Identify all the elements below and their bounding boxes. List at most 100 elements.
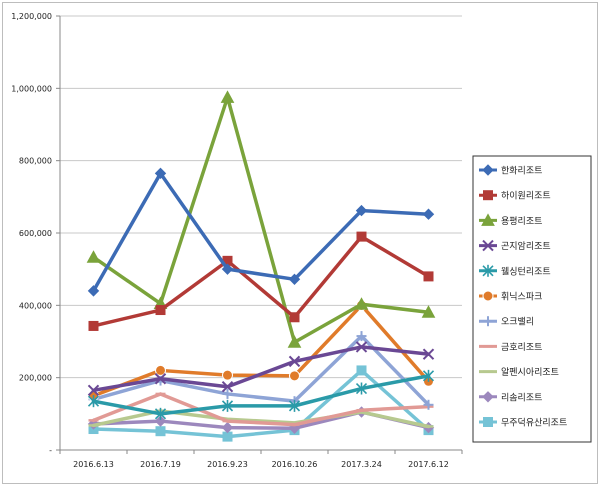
legend-item: 휘닉스파크 <box>479 290 542 303</box>
data-point <box>222 431 233 442</box>
data-point <box>222 369 233 381</box>
legend-label: 알펜시아리조트 <box>501 367 559 378</box>
legend-item: 곤지암리조트 <box>479 239 551 252</box>
legend-marker <box>483 316 493 327</box>
legend-marker <box>483 417 493 427</box>
series-line <box>91 171 431 293</box>
legend-label: 하이원리조트 <box>501 191 551 202</box>
series-line <box>91 234 431 328</box>
legend-item: 웰싱턴리조트 <box>479 264 551 277</box>
data-point <box>288 273 301 286</box>
y-tick-label: - <box>49 446 52 455</box>
data-point <box>421 305 436 318</box>
data-point <box>221 263 234 275</box>
x-tick-label: 2016.10.26 <box>272 460 318 469</box>
series-line <box>91 95 431 344</box>
x-tick-label: 2017.3.24 <box>341 460 382 469</box>
legend-marker <box>482 290 494 302</box>
legend-item: 알펜시아리조트 <box>479 367 559 378</box>
y-tick-label: 600,000 <box>19 229 52 238</box>
data-point <box>356 365 367 376</box>
series-5 <box>87 369 435 420</box>
data-point <box>422 208 435 220</box>
legend-label: 웰싱턴리조트 <box>501 266 551 277</box>
y-tick-label: 200,000 <box>19 374 52 383</box>
legend-marker <box>481 213 495 226</box>
legend: 한화리조트하이원리조트용평리조트곤지암리조트웰싱턴리조트휘닉스파크오크밸리금호리… <box>472 155 592 443</box>
series-line <box>91 392 431 427</box>
data-point <box>221 421 234 434</box>
legend-label: 곤지암리조트 <box>501 240 551 252</box>
legend-marker <box>482 264 494 277</box>
data-point <box>288 399 301 412</box>
legend-marker <box>482 164 494 176</box>
y-tick-label: 800,000 <box>19 157 52 166</box>
data-point <box>154 167 167 180</box>
data-point <box>87 384 100 397</box>
data-point <box>87 395 100 408</box>
legend-marker <box>483 190 493 201</box>
data-point <box>355 382 368 395</box>
legend-item: 용평리조트 <box>479 213 542 227</box>
data-point <box>155 426 166 437</box>
series-3 <box>86 90 436 348</box>
data-point <box>221 381 234 393</box>
axis-layer: - 200,000 400,000 600,000 800,000 1,000,000 1,… <box>11 12 463 469</box>
y-tick-label: 400,000 <box>19 301 52 310</box>
y-tick-label: 1,200,000 <box>11 12 52 21</box>
x-tick-label: 2016.6.13 <box>73 460 114 469</box>
data-point <box>289 312 300 323</box>
data-point <box>88 320 99 331</box>
legend-box <box>472 155 592 443</box>
data-point <box>422 348 435 360</box>
legend-label: 용평리조트 <box>501 216 542 227</box>
series-1 <box>87 167 435 297</box>
data-point <box>288 355 301 368</box>
x-tick-label: 2016.9.23 <box>207 460 248 469</box>
data-point <box>154 407 167 420</box>
data-point <box>154 415 167 427</box>
legend-item: 하이원리조트 <box>479 190 551 202</box>
series-line <box>91 374 431 416</box>
data-point <box>87 285 100 297</box>
data-point <box>354 297 369 310</box>
data-point <box>220 90 235 103</box>
series-4 <box>87 341 435 397</box>
series-line <box>91 368 431 439</box>
data-point <box>355 341 368 353</box>
data-point <box>423 271 434 282</box>
data-point <box>355 204 368 217</box>
legend-label: 무주덕유산리조트 <box>501 418 567 429</box>
x-tick-label: 2016.7.19 <box>140 460 181 469</box>
legend-item: 한화리조트 <box>479 164 542 177</box>
data-point <box>221 399 234 412</box>
data-point <box>222 388 233 399</box>
data-point <box>287 335 302 348</box>
series-2 <box>88 231 434 331</box>
legend-label: 한화리조트 <box>501 166 542 177</box>
data-point <box>422 369 435 382</box>
legend-item: 오크밸리 <box>479 316 534 328</box>
legend-label: 오크밸리 <box>501 317 534 328</box>
legend-label: 리솜리조트 <box>501 392 542 403</box>
x-tick-label: 2017.6.12 <box>408 460 449 469</box>
data-point <box>356 331 367 342</box>
legend-marker <box>482 239 494 252</box>
legend-label: 휘닉스파크 <box>501 292 542 303</box>
data-point <box>356 231 367 242</box>
data-point <box>86 250 101 263</box>
data-point <box>154 373 167 385</box>
series-layer <box>86 90 436 442</box>
data-point <box>423 399 434 410</box>
y-tick-label: 1,000,000 <box>11 84 52 93</box>
legend-item: 리솜리조트 <box>479 391 542 403</box>
legend-item: 금호리조트 <box>479 342 542 353</box>
legend-marker <box>482 391 494 403</box>
data-point <box>155 305 166 316</box>
legend-item: 무주덕유산리조트 <box>479 417 567 429</box>
series-line <box>91 345 431 393</box>
data-point <box>289 370 300 382</box>
data-point <box>155 364 166 376</box>
legend-label: 금호리조트 <box>501 342 542 353</box>
